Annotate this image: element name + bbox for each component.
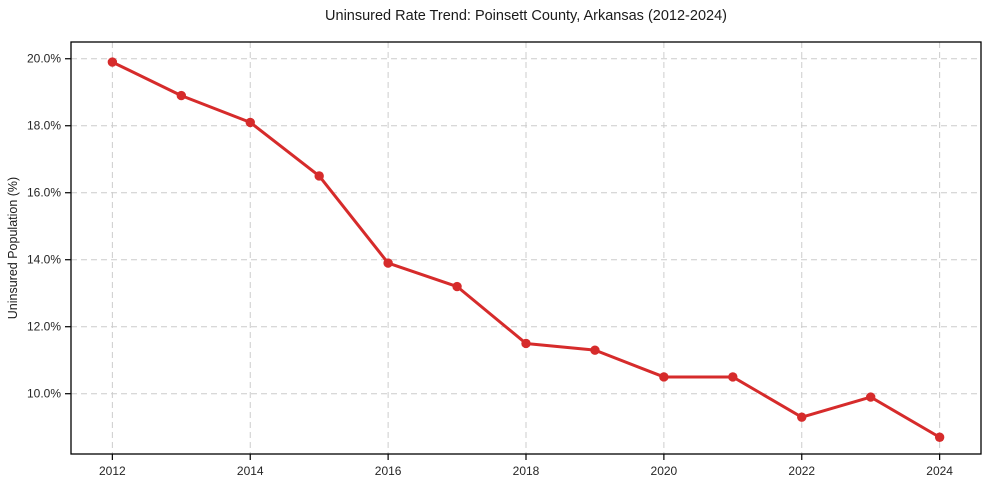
data-point-marker: [521, 338, 531, 349]
x-tick-label: 2024: [926, 464, 953, 478]
data-point-marker: [590, 345, 600, 355]
x-tick-label: 2014: [237, 464, 264, 478]
data-point-marker: [245, 117, 255, 128]
x-tick-label: 2022: [788, 464, 815, 478]
data-point-marker: [934, 432, 945, 442]
y-tick-label: 18.0%: [27, 119, 61, 133]
data-point-marker: [659, 372, 669, 382]
x-tick-label: 2018: [513, 464, 540, 478]
trend-line: [110, 60, 942, 439]
data-point-marker: [865, 392, 876, 402]
data-point-marker: [383, 258, 393, 268]
y-tick-label: 20.0%: [27, 52, 61, 66]
chart-title: Uninsured Rate Trend: Poinsett County, A…: [325, 8, 727, 24]
y-tick-label: 12.0%: [27, 320, 61, 334]
y-tick-label: 14.0%: [27, 253, 61, 267]
x-tick-label: 2012: [99, 464, 126, 478]
y-axis-title: Uninsured Population (%): [6, 176, 20, 320]
data-point-marker: [728, 372, 738, 382]
x-tick-label: 2016: [375, 464, 402, 478]
x-tick-label: 2020: [651, 464, 678, 478]
data-point-marker: [107, 57, 118, 67]
y-tick-label: 10.0%: [27, 387, 61, 401]
data-point-marker: [176, 90, 187, 101]
y-tick-label: 16.0%: [27, 186, 61, 200]
data-point-marker: [452, 281, 462, 292]
data-point-marker: [797, 412, 807, 422]
data-point-marker: [314, 171, 324, 181]
